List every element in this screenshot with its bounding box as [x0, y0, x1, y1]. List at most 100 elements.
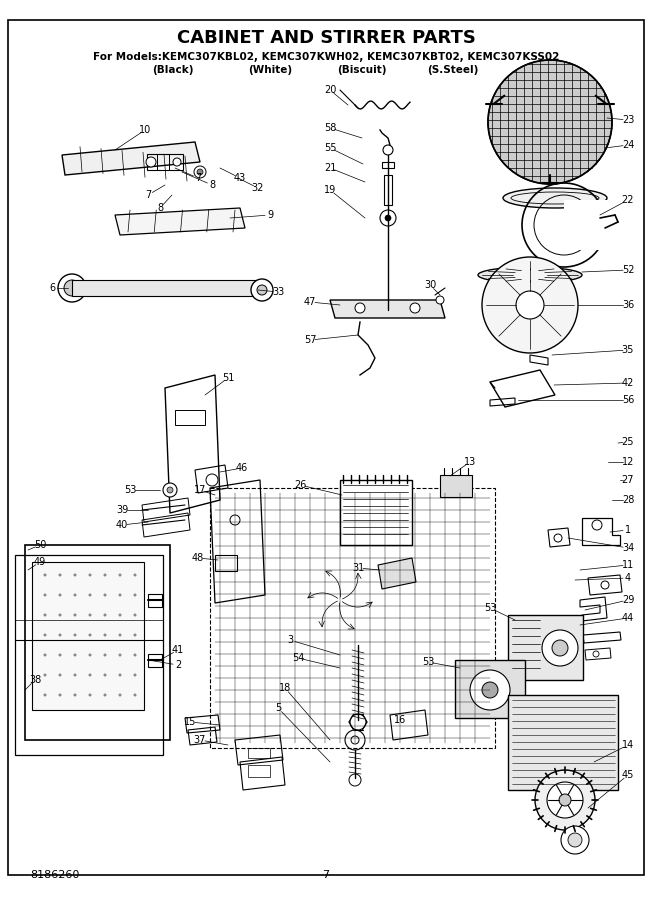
- Text: 10: 10: [139, 125, 151, 135]
- Circle shape: [355, 303, 365, 313]
- Circle shape: [251, 279, 273, 301]
- Text: 43: 43: [234, 173, 246, 183]
- Circle shape: [74, 614, 76, 617]
- Circle shape: [104, 694, 106, 697]
- Text: 52: 52: [622, 265, 634, 275]
- Text: 1: 1: [625, 525, 631, 535]
- Circle shape: [482, 257, 578, 353]
- Circle shape: [74, 673, 76, 677]
- Text: 49: 49: [34, 557, 46, 567]
- Circle shape: [74, 653, 76, 656]
- Bar: [455, 660, 525, 718]
- Bar: [215, 555, 237, 571]
- Text: 48: 48: [192, 553, 204, 563]
- Text: CABINET AND STIRRER PARTS: CABINET AND STIRRER PARTS: [177, 29, 475, 47]
- Bar: [382, 162, 394, 168]
- Text: 37: 37: [194, 735, 206, 745]
- Circle shape: [257, 285, 267, 295]
- Circle shape: [552, 640, 568, 656]
- Circle shape: [58, 274, 86, 302]
- Circle shape: [89, 653, 91, 656]
- Circle shape: [561, 826, 589, 854]
- Text: 26: 26: [294, 480, 306, 490]
- Text: 40: 40: [116, 520, 128, 530]
- Circle shape: [74, 634, 76, 636]
- Text: 30: 30: [424, 280, 436, 290]
- Bar: [508, 615, 583, 680]
- Bar: [440, 475, 472, 497]
- Text: 28: 28: [622, 495, 634, 505]
- Text: (S.Steel): (S.Steel): [428, 65, 479, 75]
- Text: 4: 4: [625, 573, 631, 583]
- Circle shape: [173, 158, 181, 166]
- Text: 16: 16: [394, 715, 406, 725]
- Circle shape: [380, 210, 396, 226]
- Circle shape: [74, 694, 76, 697]
- Text: 8: 8: [157, 203, 163, 213]
- Circle shape: [119, 614, 121, 617]
- Circle shape: [89, 673, 91, 677]
- Circle shape: [547, 782, 583, 818]
- Circle shape: [64, 280, 80, 296]
- Circle shape: [568, 833, 582, 847]
- Text: 9: 9: [267, 210, 273, 220]
- Text: 23: 23: [622, 115, 634, 125]
- Bar: [210, 488, 495, 748]
- Circle shape: [436, 296, 444, 304]
- Circle shape: [206, 474, 218, 486]
- Circle shape: [559, 794, 571, 806]
- Text: 55: 55: [324, 143, 336, 153]
- Circle shape: [44, 593, 46, 597]
- Circle shape: [410, 303, 420, 313]
- Text: 41: 41: [172, 645, 184, 655]
- Text: 58: 58: [324, 123, 336, 133]
- Circle shape: [59, 653, 61, 656]
- Circle shape: [470, 670, 510, 710]
- Text: For Models:KEMC307KBL02, KEMC307KWH02, KEMC307KBT02, KEMC307KSS02: For Models:KEMC307KBL02, KEMC307KWH02, K…: [93, 52, 559, 62]
- Bar: [508, 695, 618, 790]
- Circle shape: [119, 673, 121, 677]
- Circle shape: [119, 573, 121, 577]
- Text: 36: 36: [622, 300, 634, 310]
- Circle shape: [59, 593, 61, 597]
- Text: 39: 39: [116, 505, 128, 515]
- Circle shape: [542, 630, 578, 666]
- Text: 7: 7: [323, 870, 329, 880]
- Text: (Black): (Black): [152, 65, 194, 75]
- Text: 25: 25: [622, 437, 634, 447]
- Text: 24: 24: [622, 140, 634, 150]
- Bar: [25, 545, 170, 740]
- Text: 54: 54: [292, 653, 304, 663]
- Circle shape: [134, 593, 136, 597]
- Text: 6: 6: [49, 283, 55, 293]
- Text: 45: 45: [622, 770, 634, 780]
- Text: 15: 15: [184, 717, 196, 727]
- Circle shape: [119, 653, 121, 656]
- Circle shape: [516, 291, 544, 319]
- Circle shape: [44, 573, 46, 577]
- Circle shape: [163, 483, 177, 497]
- Text: 8: 8: [209, 180, 215, 190]
- Ellipse shape: [478, 267, 582, 283]
- Text: 2: 2: [175, 660, 181, 670]
- Text: 34: 34: [622, 543, 634, 553]
- Text: 32: 32: [252, 183, 264, 193]
- Circle shape: [119, 694, 121, 697]
- Text: 14: 14: [622, 740, 634, 750]
- Circle shape: [197, 169, 203, 175]
- Polygon shape: [62, 142, 200, 175]
- Polygon shape: [378, 558, 416, 589]
- Circle shape: [134, 614, 136, 617]
- Circle shape: [59, 614, 61, 617]
- Circle shape: [44, 614, 46, 617]
- Circle shape: [59, 694, 61, 697]
- Circle shape: [104, 673, 106, 677]
- Polygon shape: [115, 208, 245, 235]
- Circle shape: [59, 573, 61, 577]
- Text: 5: 5: [275, 703, 281, 713]
- Bar: [15, 555, 163, 755]
- Circle shape: [59, 634, 61, 636]
- Circle shape: [134, 573, 136, 577]
- Circle shape: [134, 653, 136, 656]
- Text: 7: 7: [145, 190, 151, 200]
